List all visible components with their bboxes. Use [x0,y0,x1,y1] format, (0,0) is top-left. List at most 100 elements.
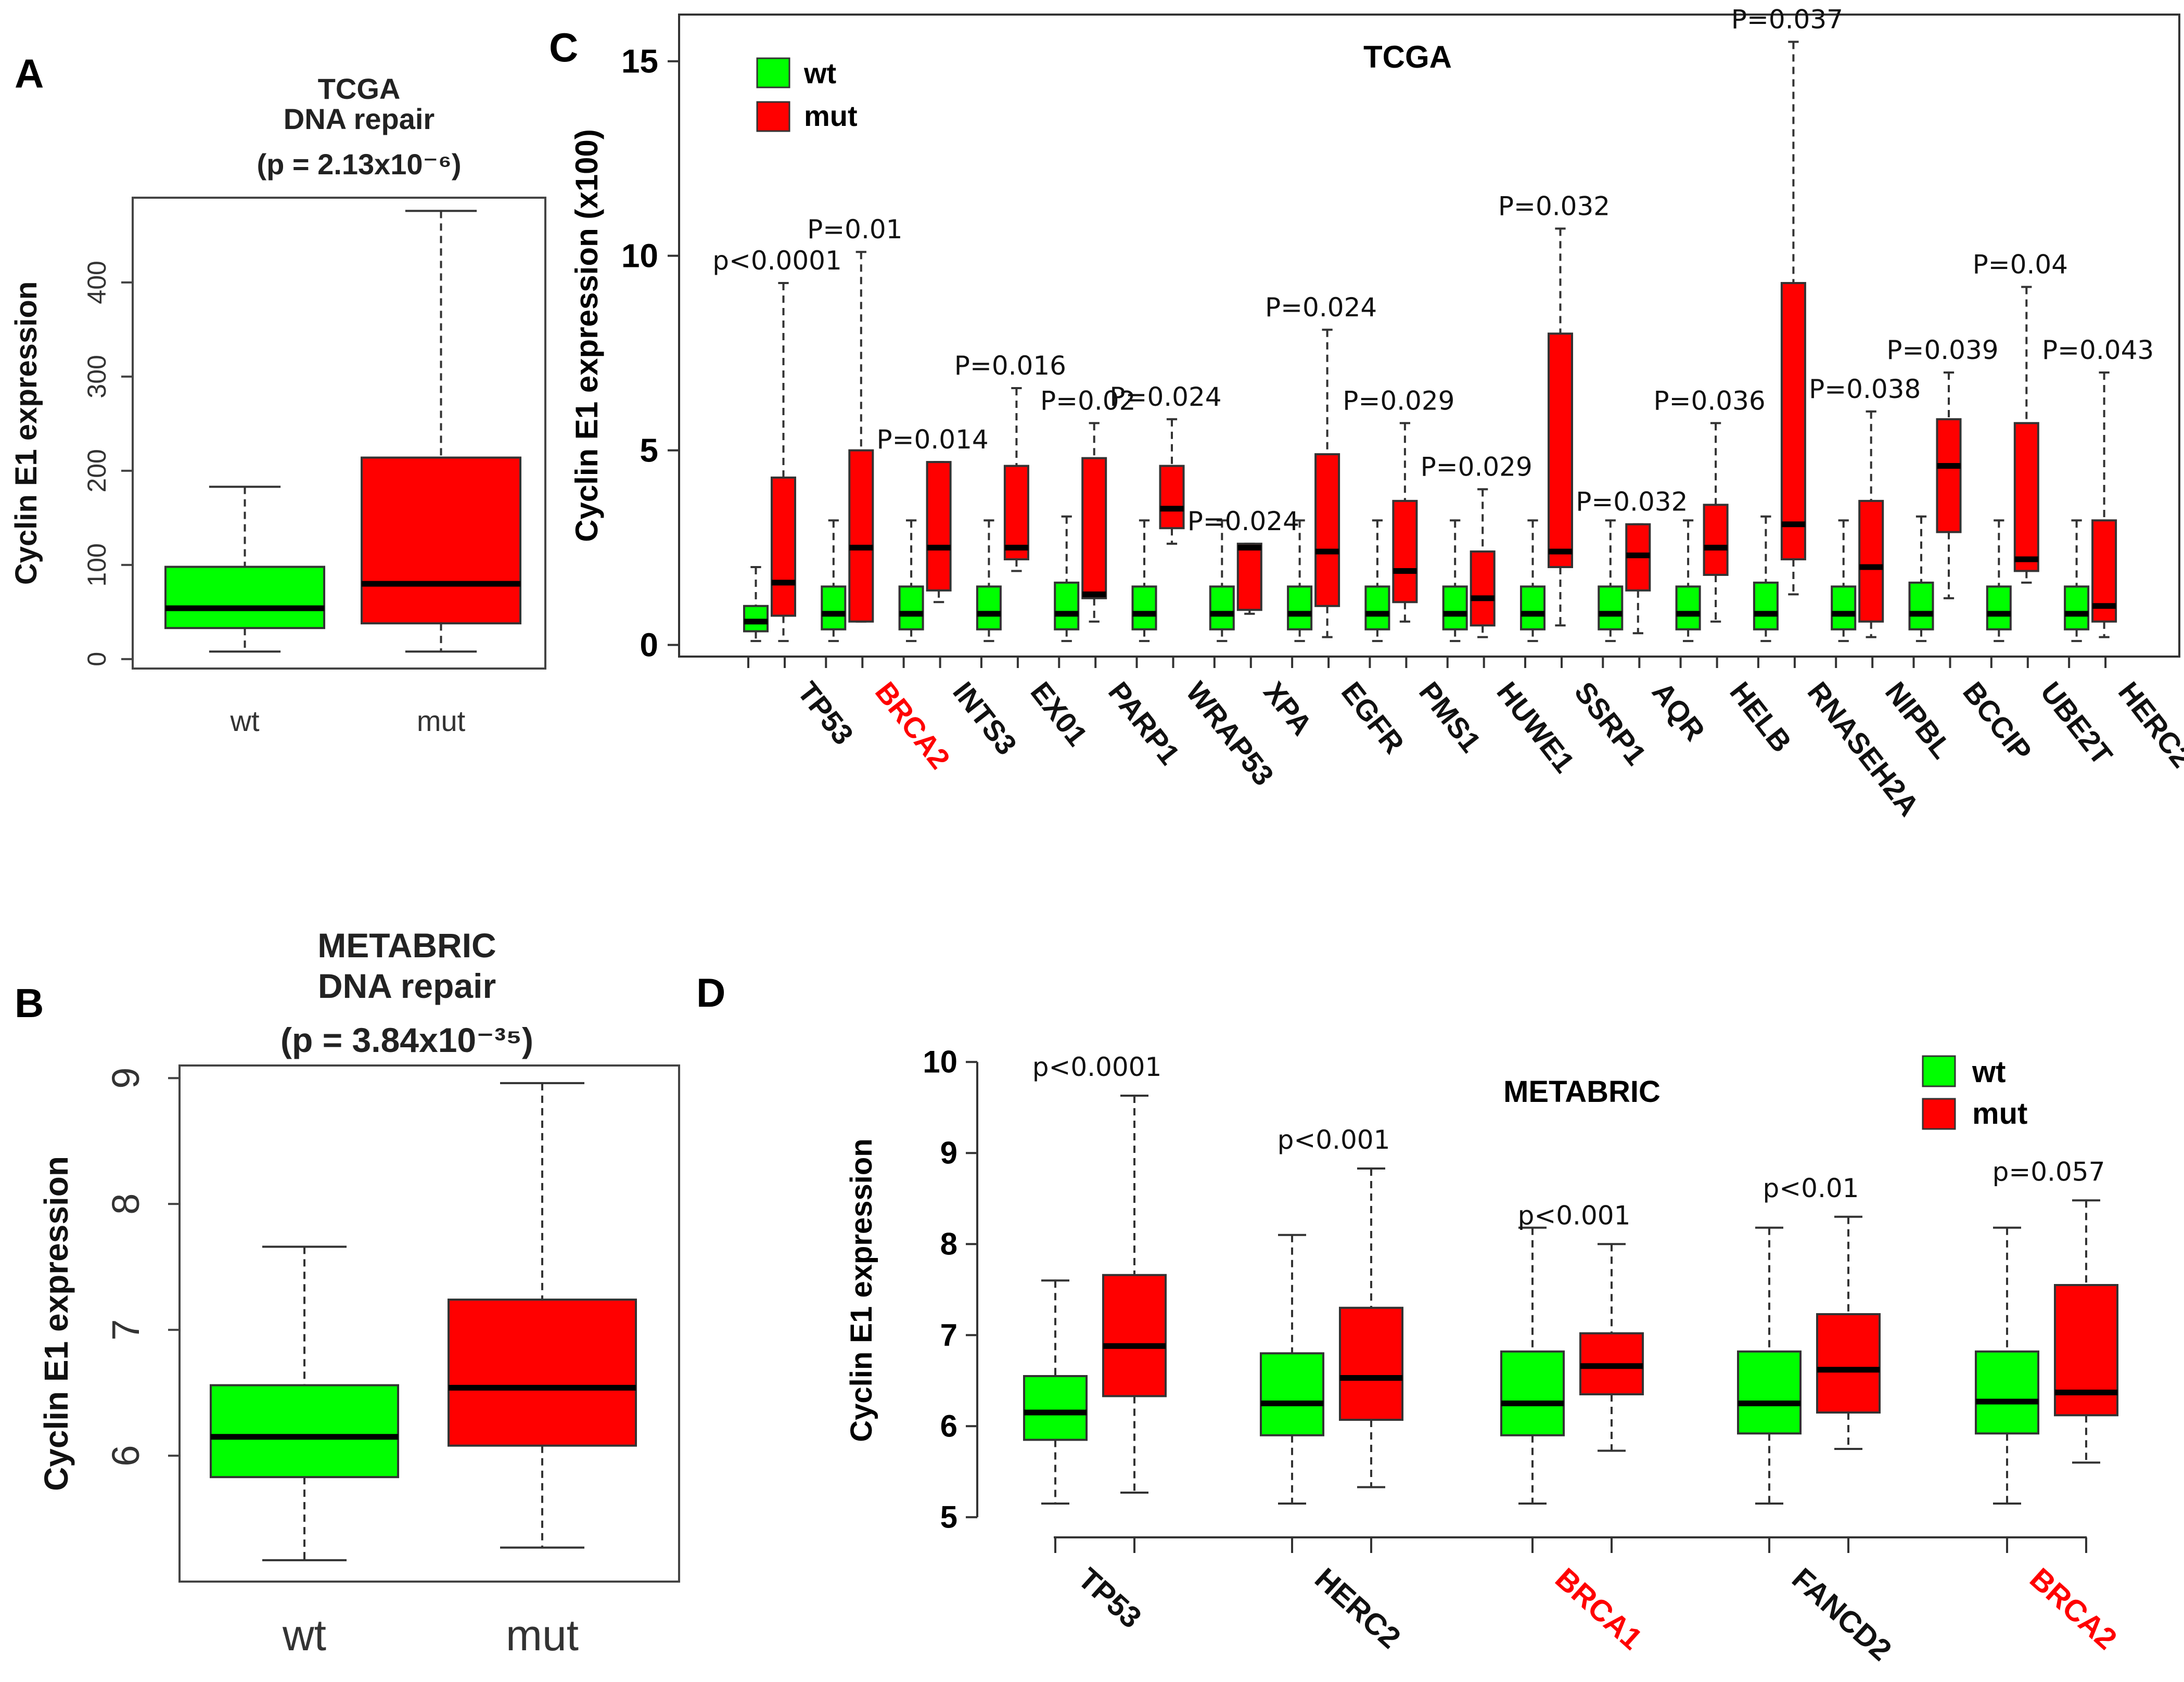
y-tick-label: 5 [640,432,658,469]
legend-wt-swatch [1922,1055,1956,1087]
box-mut-herc2-box [1339,1306,1403,1421]
y-tick-label: 6 [940,1408,957,1443]
box-mut-fancd2-box [1816,1313,1881,1414]
box-wt-ssrp1-box [1520,585,1546,631]
x-tick-label-brca1: BRCA1 [1549,1561,1649,1656]
p-value-herc2: p<0.001 [1278,1125,1390,1155]
box-wt-ex01-box [976,585,1002,631]
box-mut-xpa-box [1236,543,1262,611]
y-tick-label: 5 [940,1499,957,1534]
box-mut-helb-box [1703,504,1729,576]
x-tick-label-tp53: TP53 [1071,1561,1148,1635]
chart-title-line-3: (p = 2.13x10⁻⁶) [257,148,461,181]
x-tick-label-wt: wt [230,704,260,737]
y-tick-label: 7 [940,1317,957,1352]
box-wt-nipbl-box [1831,585,1857,631]
legend-wt-label: wt [1972,1055,2006,1089]
box-wt-brca2-box [821,585,847,631]
p-value-brca2: P=0.01 [807,214,902,245]
box-wt-wrap53-box [1131,585,1157,631]
p-value-wrap53: P=0.024 [1109,382,1221,412]
chart-title: TCGA [1363,40,1452,74]
p-value-ssrp1: P=0.032 [1498,191,1610,221]
y-tick-label: 100 [82,543,111,586]
box-wt-parp1-box [1054,581,1080,631]
x-tick-label-parp1: PARP1 [1102,676,1186,771]
y-tick-label: 200 [82,449,111,492]
p-value-rnaseh2a: P=0.037 [1731,4,1843,34]
panel-label-c: C [549,24,578,70]
y-axis-label: Cyclin E1 expression [9,281,43,585]
p-value-pms1: P=0.029 [1343,386,1454,416]
p-value-fancd2: p<0.01 [1763,1173,1859,1203]
x-tick-label-tp53: TP53 [791,676,860,751]
x-tick-label-egfr: EGFR [1335,676,1411,760]
y-tick-label: 8 [940,1226,957,1261]
box-mut-brca2-box [848,449,874,623]
p-value-brca1: p<0.001 [1518,1200,1631,1230]
box-wt-tp53-box [1023,1375,1088,1441]
box-mut-box [448,1299,637,1447]
legend-mut-swatch [1922,1098,1956,1130]
panel-c-chart: TCGA 0 5 10 15 Cyclin E1 expression (x100) wt m… [569,4,2184,822]
box-mut-parp1-box [1081,457,1107,599]
box-wt-xpa-box [1209,585,1235,631]
box-mut-egfr-box [1314,453,1340,607]
box-wt-bccip-box [1908,581,1934,631]
box-wt-huwe1-box [1442,585,1468,631]
box-wt-pms1-box [1364,585,1390,631]
panel-label-b: B [15,980,44,1026]
box-mut-box [361,456,521,625]
legend-mut-swatch [756,101,790,132]
x-tick-label-mut: mut [417,704,466,737]
box-wt-egfr-box [1287,585,1313,631]
box-wt-herc2-box [2064,585,2090,631]
box-mut-tp53-box [1102,1274,1167,1397]
box-mut-ssrp1-box [1548,332,1573,568]
x-tick-label-helb: HELB [1723,676,1798,759]
x-tick-label-ex01: EX01 [1024,676,1094,752]
x-tick-label-herc2: HERC2 [2112,676,2184,774]
p-value-helb: P=0.036 [1654,386,1766,416]
box-mut-bccip-box [1936,418,1962,533]
plot-frame [678,14,2180,658]
x-tick-label-xpa: XPA [1257,676,1319,741]
box-wt-brca1-box [1500,1350,1565,1436]
p-value-ex01: P=0.016 [954,351,1066,381]
x-tick-label-aqr: AQR [1646,676,1712,747]
y-tick-label: 8 [104,1193,147,1215]
box-mut-ints3-box [926,461,952,592]
x-tick-label-ube2t: UBE2T [2034,676,2119,771]
x-tick-label-nipbl: NIPBL [1879,676,1959,765]
y-tick-label: 0 [82,652,111,666]
box-wt-helb-box [1675,585,1701,631]
x-tick-label-herc2: HERC2 [1308,1561,1407,1655]
x-tick-label-pms1: PMS1 [1413,676,1488,759]
p-value-aqr: P=0.032 [1576,487,1688,517]
x-tick-label-brca2: BRCA2 [869,676,956,775]
panel-d-chart: METABRIC 5 6 7 8 9 10 Cyclin E1 expression wt mut… [845,1044,2123,1667]
box-wt-tp53-box [743,605,769,633]
box-mut-huwe1-box [1470,550,1496,627]
y-tick-label: 6 [104,1445,147,1466]
y-tick-label: 0 [640,626,658,664]
p-value-tp53: p<0.0001 [712,246,842,276]
y-tick-label: 400 [82,261,111,304]
y-tick-label: 7 [104,1319,147,1341]
y-tick-label: 10 [621,237,658,275]
chart-title-line-1: METABRIC [317,926,496,965]
panel-label-d: D [696,970,725,1016]
legend-wt-swatch [756,57,790,88]
p-value-parp1: P=0.02 [1040,386,1135,416]
p-value-bccip: P=0.039 [1886,335,1998,365]
p-value-ints3: P=0.014 [877,425,989,455]
p-value-herc2: P=0.043 [2042,335,2154,365]
chart-title-line-1: TCGA [318,72,401,105]
box-mut-ex01-box [1003,465,1029,561]
box-mut-brca2-box [2054,1284,2118,1417]
p-value-tp53: p<0.0001 [1032,1052,1162,1082]
chart-title: METABRIC [1503,1075,1661,1109]
